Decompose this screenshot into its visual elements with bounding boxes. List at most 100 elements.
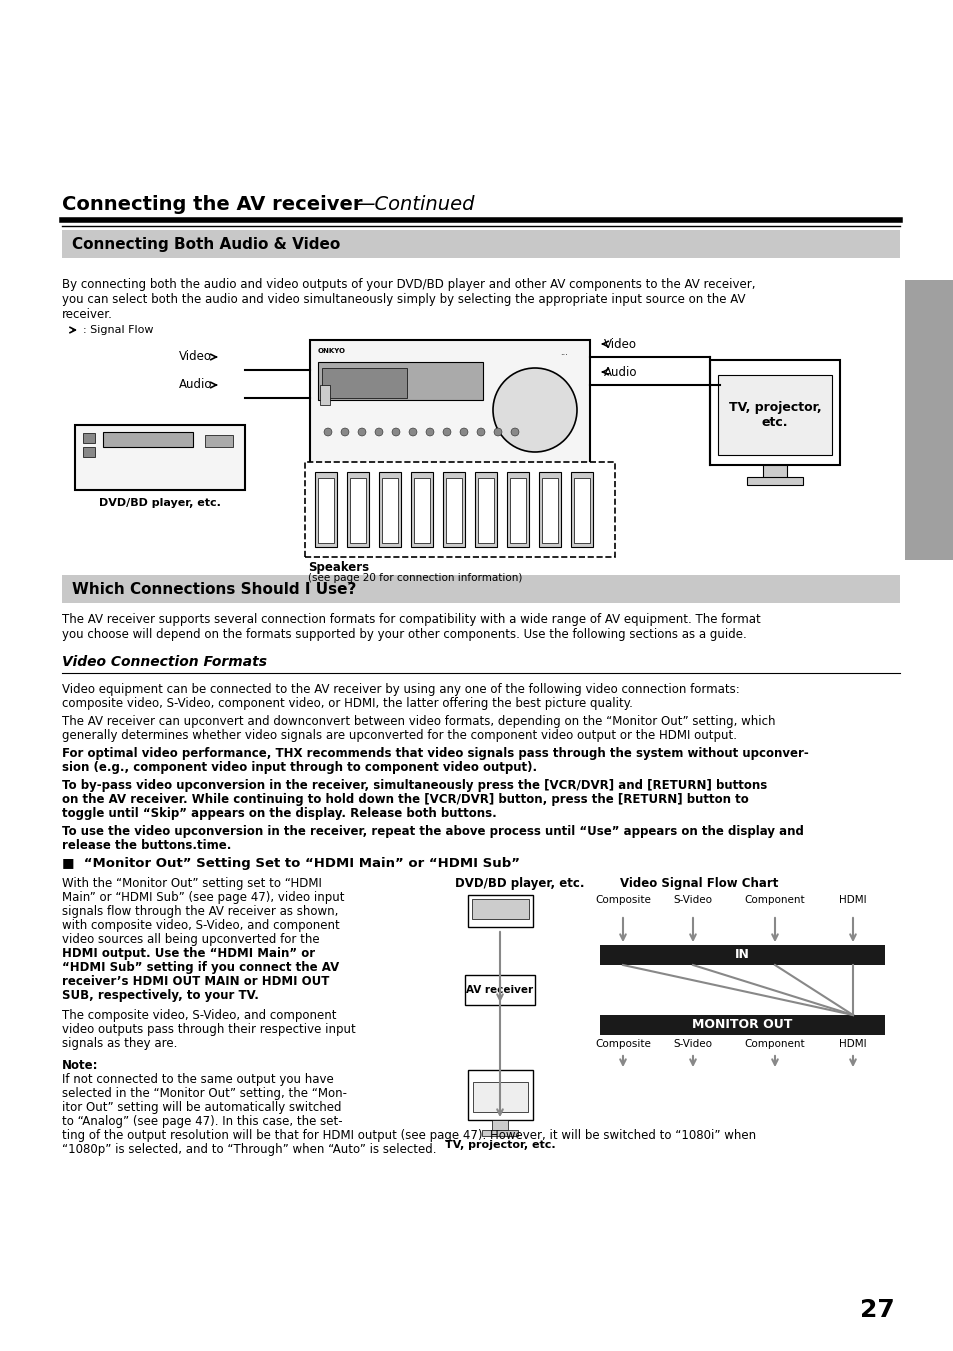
Text: DVD/BD player, etc.: DVD/BD player, etc. (455, 877, 584, 890)
Text: sion (e.g., component video input through to component video output).: sion (e.g., component video input throug… (62, 761, 537, 774)
Circle shape (324, 428, 332, 436)
Bar (472, 898, 529, 919)
Text: Video equipment can be connected to the AV receiver by using any one of the foll: Video equipment can be connected to the … (62, 684, 739, 696)
Text: to “Analog” (see page 47). In this case, the set-: to “Analog” (see page 47). In this case,… (62, 1115, 342, 1128)
Text: TV, projector,
etc.: TV, projector, etc. (728, 401, 821, 430)
Text: (see page 20 for connection information): (see page 20 for connection information) (308, 573, 522, 584)
Text: DVD/BD player, etc.: DVD/BD player, etc. (99, 499, 221, 508)
Bar (468, 1070, 533, 1120)
Bar (322, 367, 407, 399)
Bar (709, 359, 840, 465)
Text: on the AV receiver. While continuing to hold down the [VCR/DVR] button, press th: on the AV receiver. While continuing to … (62, 793, 748, 807)
Text: video sources all being upconverted for the: video sources all being upconverted for … (62, 934, 319, 946)
Bar (473, 1082, 527, 1112)
Circle shape (375, 428, 382, 436)
Text: Speakers: Speakers (308, 561, 369, 574)
Bar (75, 426, 245, 490)
Text: Main” or “HDMI Sub” (see page 47), video input: Main” or “HDMI Sub” (see page 47), video… (62, 892, 344, 904)
Text: : Signal Flow: : Signal Flow (83, 326, 153, 335)
Text: S-Video: S-Video (673, 1039, 712, 1048)
Bar (718, 376, 831, 455)
Bar (746, 477, 802, 485)
Text: S-Video: S-Video (673, 894, 712, 905)
Bar (378, 471, 400, 547)
Text: ■  “Monitor Out” Setting Set to “HDMI Main” or “HDMI Sub”: ■ “Monitor Out” Setting Set to “HDMI Mai… (62, 857, 519, 870)
Text: With the “Monitor Out” setting set to “HDMI: With the “Monitor Out” setting set to “H… (62, 877, 321, 890)
Circle shape (494, 428, 501, 436)
Text: —Continued: —Continued (355, 196, 474, 215)
Bar (411, 471, 433, 547)
Bar (571, 471, 593, 547)
Text: you choose will depend on the formats supported by your other components. Use th: you choose will depend on the formats su… (62, 628, 746, 640)
Text: HDMI output. Use the “HDMI Main” or: HDMI output. Use the “HDMI Main” or (62, 947, 314, 961)
Bar (205, 435, 233, 447)
Text: SUB, respectively, to your TV.: SUB, respectively, to your TV. (62, 989, 258, 1002)
Bar (539, 465, 561, 477)
Bar (103, 432, 193, 447)
Bar (347, 471, 369, 547)
Text: Video Signal Flow Chart: Video Signal Flow Chart (619, 877, 778, 890)
Bar (492, 1120, 507, 1129)
Text: HDMI: HDMI (839, 1039, 866, 1048)
Text: ONKYO: ONKYO (317, 349, 346, 354)
Text: you can select both the audio and video simultaneously simply by selecting the a: you can select both the audio and video … (62, 293, 744, 305)
Text: Video: Video (603, 338, 637, 350)
Bar (904, 280, 953, 561)
Bar (62, 576, 899, 603)
Bar (381, 478, 397, 543)
Text: generally determines whether video signals are upconverted for the component vid: generally determines whether video signa… (62, 730, 737, 742)
Circle shape (340, 428, 349, 436)
Text: IN: IN (735, 948, 749, 962)
Text: Note:: Note: (62, 1059, 98, 1071)
Text: ting of the output resolution will be that for HDMI output (see page 47). Howeve: ting of the output resolution will be th… (62, 1129, 756, 1142)
Bar (83, 434, 95, 443)
Text: Audio: Audio (178, 378, 212, 392)
Text: “1080p” is selected, and to “Through” when “Auto” is selected.: “1080p” is selected, and to “Through” wh… (62, 1143, 436, 1156)
Bar (477, 478, 494, 543)
Text: signals as they are.: signals as they are. (62, 1038, 177, 1050)
Text: composite video, S-Video, component video, or HDMI, the latter offering the best: composite video, S-Video, component vide… (62, 697, 632, 711)
Text: Video: Video (179, 350, 212, 363)
Text: To by-pass video upconversion in the receiver, simultaneously press the [VCR/DVR: To by-pass video upconversion in the rec… (62, 780, 766, 792)
Bar (599, 944, 884, 965)
Text: selected in the “Monitor Out” setting, the “Mon-: selected in the “Monitor Out” setting, t… (62, 1088, 347, 1100)
Text: receiver’s HDMI OUT MAIN or HDMI OUT: receiver’s HDMI OUT MAIN or HDMI OUT (62, 975, 329, 988)
Text: The AV receiver can upconvert and downconvert between video formats, depending o: The AV receiver can upconvert and downco… (62, 715, 775, 728)
Text: Audio: Audio (603, 366, 637, 378)
Text: release the buttons.time.: release the buttons.time. (62, 839, 232, 852)
Bar (310, 340, 589, 465)
Text: By connecting both the audio and video outputs of your DVD/BD player and other A: By connecting both the audio and video o… (62, 278, 755, 290)
Bar (317, 362, 482, 400)
Text: video outputs pass through their respective input: video outputs pass through their respect… (62, 1023, 355, 1036)
Circle shape (459, 428, 468, 436)
Text: TV, projector, etc.: TV, projector, etc. (444, 1140, 555, 1150)
Circle shape (392, 428, 399, 436)
Text: with composite video, S-Video, and component: with composite video, S-Video, and compo… (62, 919, 339, 932)
Bar (350, 478, 366, 543)
Text: AV receiver: AV receiver (466, 985, 533, 994)
Text: If not connected to the same output you have: If not connected to the same output you … (62, 1073, 334, 1086)
Text: Which Connections Should I Use?: Which Connections Should I Use? (71, 581, 356, 597)
Text: Connecting the AV receiver: Connecting the AV receiver (62, 196, 362, 215)
Bar (475, 471, 497, 547)
Circle shape (493, 367, 577, 453)
Text: MONITOR OUT: MONITOR OUT (692, 1019, 792, 1032)
Bar (574, 478, 589, 543)
Bar (541, 478, 558, 543)
Bar (464, 975, 535, 1005)
Text: itor Out” setting will be automatically switched: itor Out” setting will be automatically … (62, 1101, 341, 1115)
Text: toggle until “Skip” appears on the display. Release both buttons.: toggle until “Skip” appears on the displ… (62, 807, 497, 820)
Bar (599, 1015, 884, 1035)
Text: To use the video upconversion in the receiver, repeat the above process until “U: To use the video upconversion in the rec… (62, 825, 803, 838)
Text: Connecting Both Audio & Video: Connecting Both Audio & Video (71, 236, 340, 251)
Circle shape (409, 428, 416, 436)
Circle shape (357, 428, 366, 436)
Text: 27: 27 (860, 1298, 894, 1323)
Text: The AV receiver supports several connection formats for compatibility with a wid: The AV receiver supports several connect… (62, 613, 760, 626)
Bar (83, 447, 95, 457)
Text: For optimal video performance, THX recommends that video signals pass through th: For optimal video performance, THX recom… (62, 747, 808, 761)
Bar (446, 478, 461, 543)
Bar (62, 230, 899, 258)
Text: Composite: Composite (595, 1039, 650, 1048)
Bar (335, 465, 356, 477)
